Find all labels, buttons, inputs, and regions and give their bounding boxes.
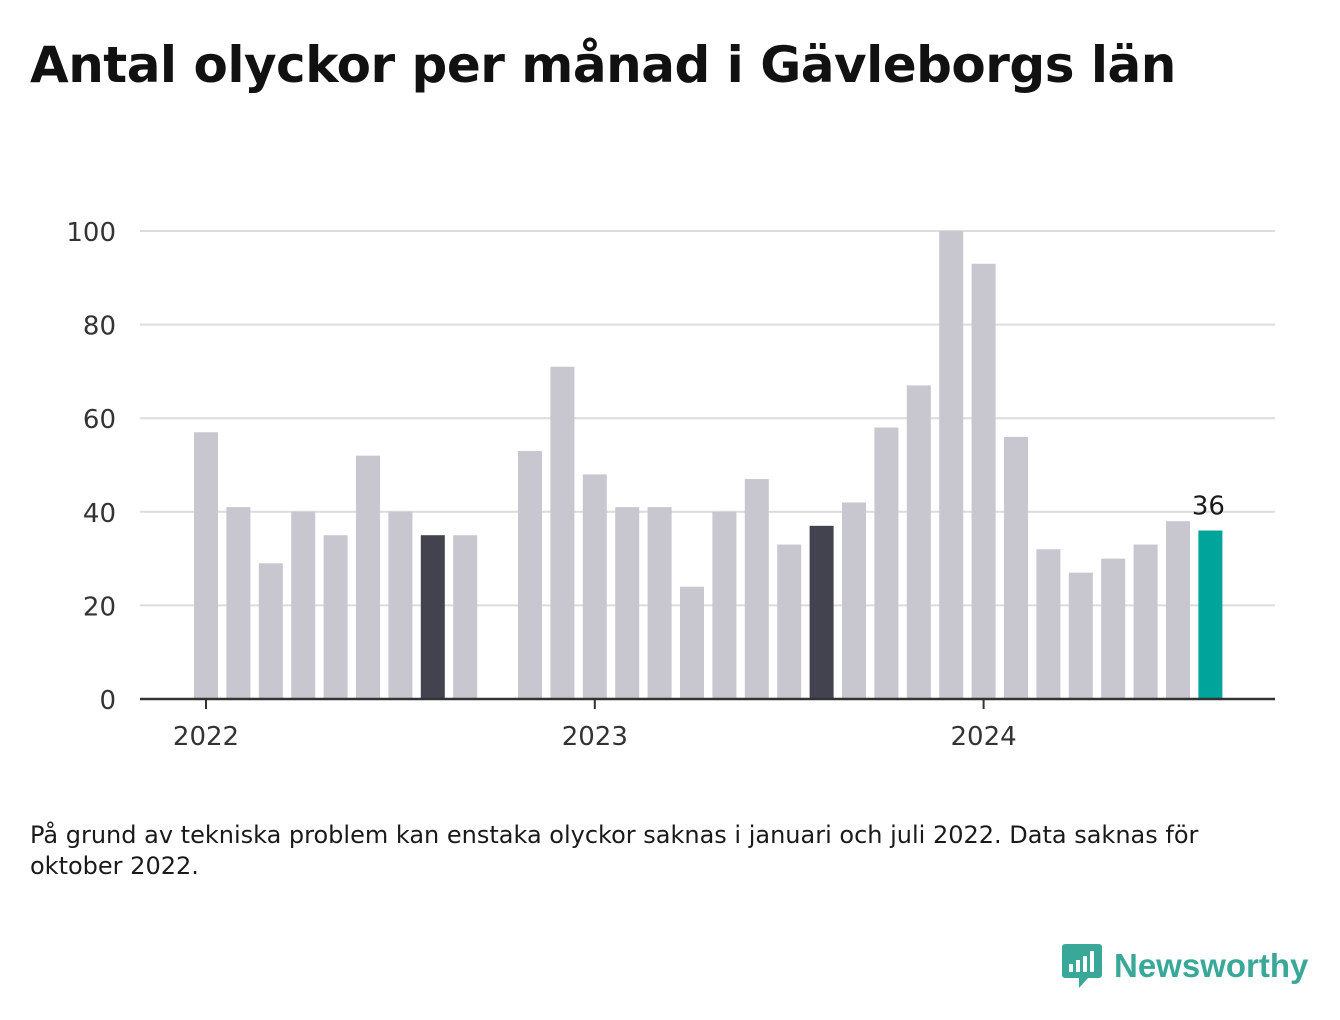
bar-2024-07 [1166,521,1190,699]
bar-2024-08 [1198,530,1223,699]
y-tick-label: 40 [83,499,116,529]
bar-2023-06 [744,479,769,699]
bars [194,231,1223,699]
x-tick-label: 2022 [173,722,239,752]
bar-2022-01 [194,432,218,699]
bar-2023-09 [842,502,866,699]
data-label-2024-08: 36 [1192,492,1225,522]
y-axis-tick-labels: 0 20 40 60 80 100 [66,218,116,716]
bar-2022-02 [226,507,251,699]
bar-2023-02 [615,507,640,699]
y-tick-label: 60 [83,405,116,435]
bar-2023-10 [874,427,899,699]
y-tick-label: 80 [83,312,116,342]
bar-2024-01 [971,263,996,699]
data-labels: 36 [1192,492,1225,522]
chart-title: Antal olyckor per månad i Gävleborgs län [30,36,1176,94]
bar-2024-03 [1036,549,1061,699]
bar-2024-05 [1101,558,1126,699]
bar-2022-05 [323,535,348,699]
bar-2022-03 [258,563,283,699]
bar-2023-05 [712,511,737,699]
footnote: På grund av tekniska problem kan enstaka… [30,821,1199,880]
bar-2024-02 [1004,436,1028,699]
y-tick-label: 0 [99,686,116,716]
newsworthy-logo[interactable]: Newsworthy [1062,940,1308,992]
bar-2023-12 [939,231,964,699]
bar-2024-06 [1133,544,1158,699]
x-tick-label: 2024 [951,722,1017,752]
y-tick-label: 20 [83,592,116,622]
x-tick-label: 2023 [562,722,628,752]
bar-2023-01 [582,474,607,699]
bar-2022-12 [550,366,575,699]
bar-2022-06 [356,455,380,699]
y-tick-label: 100 [66,218,116,248]
bar-2023-07 [777,544,802,699]
bar-2022-08 [420,535,445,699]
bar-2023-04 [680,586,704,699]
bar-2023-03 [647,507,672,699]
bar-2022-11 [518,450,542,699]
bar-2022-09 [453,535,478,699]
bar-2024-04 [1068,572,1093,699]
newsworthy-logo-icon [1062,944,1102,988]
x-axis: 2022 2023 2024 [140,697,1275,752]
bar-2023-11 [906,385,931,699]
bar-2023-08 [809,525,834,699]
bar-2022-07 [388,511,413,699]
brand-name: Newsworthy [1114,947,1309,984]
bar-chart: 0 20 40 60 80 100 2022 2023 2024 36 [66,218,1275,752]
bar-2022-04 [291,511,316,699]
